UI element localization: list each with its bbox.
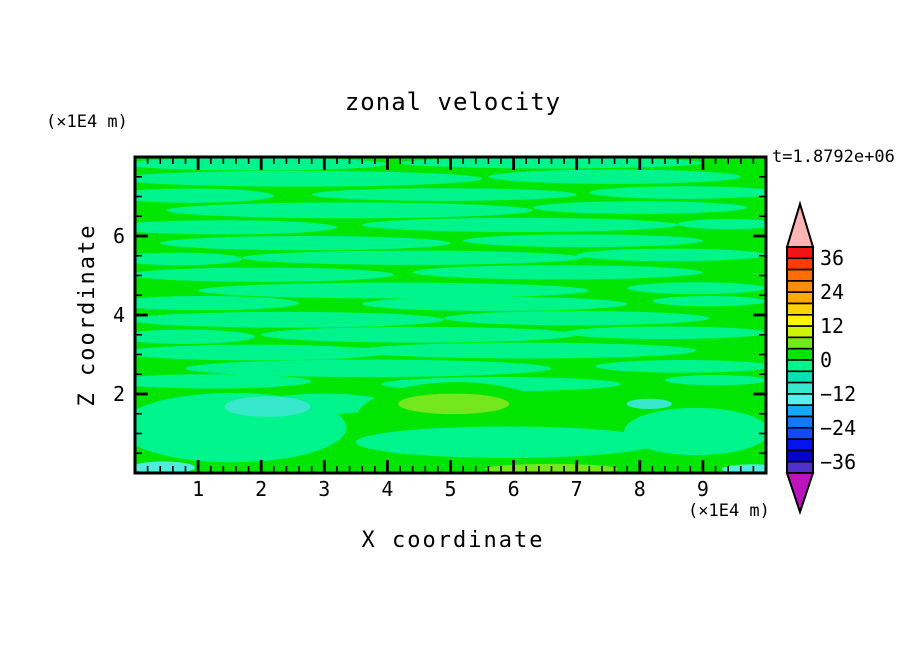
colorbar-segments — [785, 200, 815, 516]
chart-title: zonal velocity — [344, 88, 562, 116]
z-tick-label: 6 — [112, 224, 125, 248]
x-tick-label: 6 — [507, 477, 520, 501]
colorbar-tick-label: 12 — [820, 314, 845, 339]
x-tick-label: 7 — [570, 477, 583, 501]
colorbar-tick-label: 36 — [820, 246, 845, 271]
x-tick-label: 8 — [633, 477, 646, 501]
colorbar-tick-label: −12 — [820, 381, 857, 406]
x-tick-label: 5 — [444, 477, 457, 501]
x-tick-label: 2 — [255, 477, 268, 501]
x-tick-label: 3 — [318, 477, 331, 501]
x-tick-label: 1 — [192, 477, 205, 501]
z-axis-title: Z coordinate — [75, 223, 100, 407]
colorbar-tick-label: −24 — [820, 415, 857, 440]
x-axis-title: X coordinate — [361, 528, 545, 553]
contour-field — [135, 157, 766, 473]
x-axis-unit-label: (×1E4 m) — [688, 501, 770, 521]
colorbar-tick-label: 0 — [820, 348, 833, 372]
z-tick-label: 2 — [112, 382, 125, 406]
colorbar-tick-label: 24 — [820, 280, 845, 305]
contour-plot — [133, 155, 768, 475]
colorbar-tick-label: −36 — [820, 449, 857, 474]
z-tick-label: 4 — [112, 303, 125, 327]
x-tick-label: 4 — [381, 477, 394, 501]
x-tick-label: 9 — [696, 477, 709, 501]
z-axis-unit-label: (×1E4 m) — [46, 112, 128, 132]
plot-border — [133, 155, 768, 475]
colorbar — [785, 200, 815, 516]
time-annotation: t=1.8792e+06 — [772, 147, 895, 167]
